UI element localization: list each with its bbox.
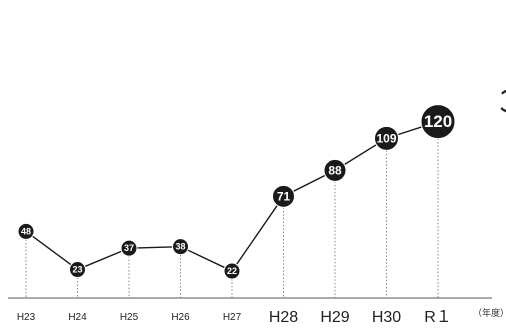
- x-tick-label: H28: [269, 309, 298, 326]
- data-label: 71: [277, 189, 291, 203]
- data-point: [374, 125, 399, 151]
- data-label: 120: [424, 112, 452, 131]
- data-label: 88: [328, 163, 342, 177]
- data-point: [172, 238, 189, 256]
- data-point: [17, 222, 35, 240]
- x-tick-label: H25: [120, 312, 139, 323]
- x-axis-unit-label: （年度）: [473, 307, 506, 318]
- x-tick-label: H24: [68, 312, 87, 323]
- x-tick-label: H26: [171, 312, 190, 323]
- data-label: 38: [175, 242, 185, 252]
- data-point: [323, 158, 347, 182]
- x-tick-label: H23: [17, 312, 36, 323]
- data-label: 37: [124, 243, 134, 253]
- x-tick-label: H30: [372, 309, 401, 326]
- data-label: 22: [227, 266, 237, 276]
- data-point: [223, 262, 241, 280]
- x-tick-label: H29: [320, 309, 349, 326]
- data-point: [69, 261, 86, 279]
- x-tick-label: H27: [223, 312, 242, 323]
- cropped-text-middle: ３: [494, 88, 506, 118]
- cropped-text-top: ｌ: [494, 10, 506, 40]
- data-point: [120, 239, 138, 257]
- data-label: 23: [72, 265, 82, 275]
- x-tick-label: R１: [424, 309, 452, 326]
- data-label: 48: [21, 226, 31, 236]
- data-label: 109: [376, 131, 396, 145]
- data-point: [272, 184, 295, 208]
- data-point: [420, 104, 456, 140]
